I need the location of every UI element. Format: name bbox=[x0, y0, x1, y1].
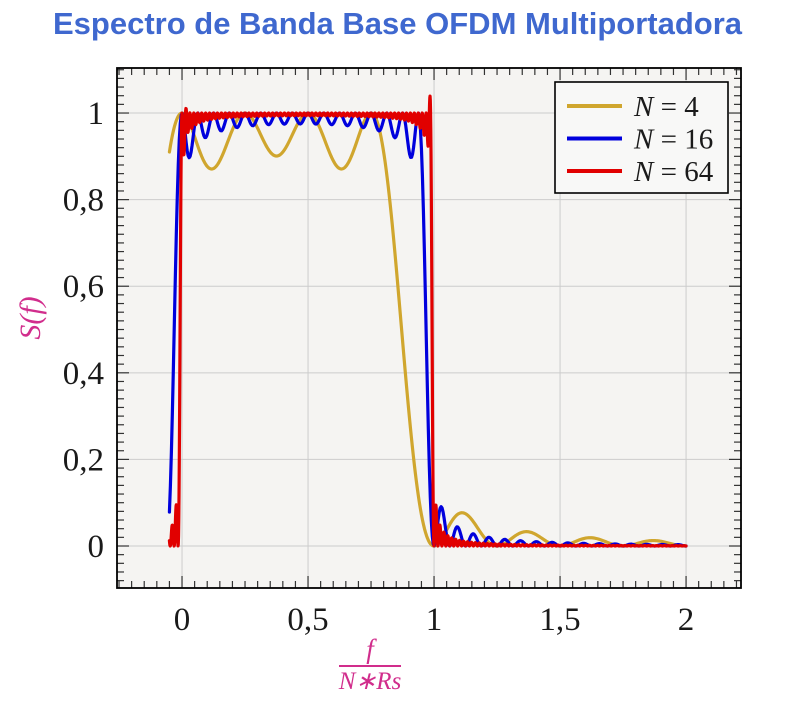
y-axis-label: S(f) bbox=[14, 296, 47, 340]
legend-label: N = 64 bbox=[633, 156, 714, 188]
y-tick-label: 1 bbox=[88, 96, 105, 132]
x-tick-label: 2 bbox=[678, 602, 695, 638]
x-tick-label: 0 bbox=[174, 602, 191, 638]
y-tick-label: 0,2 bbox=[63, 442, 104, 478]
y-tick-label: 0,4 bbox=[63, 356, 104, 392]
y-tick-label: 0,8 bbox=[63, 183, 104, 219]
legend: N = 4N = 16N = 64 bbox=[554, 81, 729, 194]
x-axis-label-numerator: f bbox=[338, 636, 402, 667]
y-tick-label: 0,6 bbox=[63, 269, 104, 305]
chart-title: Espectro de Banda Base OFDM Multiportado… bbox=[53, 6, 742, 41]
curve-N=64 bbox=[167, 94, 688, 548]
x-axis-label-denominator: N∗Rs bbox=[338, 668, 402, 695]
legend-label: N = 16 bbox=[633, 124, 713, 156]
x-axis-label: f N∗Rs bbox=[0, 636, 740, 695]
series-curves bbox=[167, 94, 688, 548]
curve-N=16 bbox=[167, 111, 688, 548]
x-tick-label: 0,5 bbox=[287, 602, 328, 638]
tick-labels: 0 0,5 1 1,5 2 0 0,2 0,4 0,6 0,8 1 bbox=[63, 96, 695, 638]
y-tick-label: 0 bbox=[88, 529, 105, 565]
plot-frame bbox=[116, 67, 742, 589]
x-axis-label-fraction: f N∗Rs bbox=[338, 636, 402, 695]
axis-ticks bbox=[117, 68, 741, 588]
x-tick-label: 1 bbox=[426, 602, 443, 638]
x-tick-label: 1,5 bbox=[539, 602, 580, 638]
legend-label: N = 4 bbox=[633, 91, 699, 123]
